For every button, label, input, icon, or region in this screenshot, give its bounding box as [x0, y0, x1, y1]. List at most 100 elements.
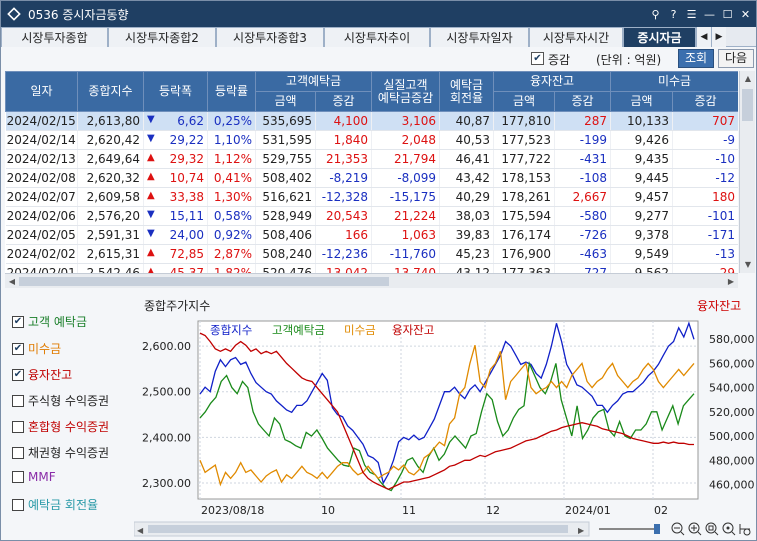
legend-item[interactable]: 예탁금 회전율: [12, 496, 98, 513]
table-row[interactable]: 2024/02/07 2,609,58 ▲ 33,38 1,30% 516,621 -12,…: [5, 187, 738, 207]
query-button[interactable]: 조회: [678, 49, 714, 68]
cell-real-deposit: -15,175: [371, 187, 441, 207]
table-row[interactable]: 2024/02/06 2,576,20 ▼ 15,11 0,58% 528,949 20,5…: [5, 206, 738, 226]
minimize-icon[interactable]: —: [704, 7, 715, 21]
help-icon[interactable]: ?: [670, 7, 677, 21]
col-header-deposit-delta[interactable]: 증감: [314, 91, 373, 112]
legend-label: 예탁금 회전율: [28, 498, 99, 512]
cell-index: 2,620,42: [77, 130, 144, 150]
x-tick-label: 2024/01: [565, 504, 611, 517]
table-row[interactable]: 2024/02/02 2,615,31 ▲ 72,85 2,87% 508,240 -12,…: [5, 244, 738, 264]
chart-scroll-right-icon[interactable]: ▶: [578, 526, 585, 535]
legend-checkbox[interactable]: ✔: [12, 315, 24, 328]
table-row[interactable]: 2024/02/05 2,591,31 ▼ 24,00 0,92% 508,406 166 1…: [5, 225, 738, 245]
cell-change: ▲ 10,74: [143, 168, 208, 188]
col-header-margin[interactable]: 융자잔고: [493, 71, 612, 92]
col-header-turnover[interactable]: 예탁금 회전율: [439, 71, 495, 112]
cell-change: ▼ 6,62: [143, 111, 208, 131]
col-header-margin-amount[interactable]: 금액: [493, 91, 556, 112]
hscroll-thumb[interactable]: [19, 277, 389, 286]
cell-turnover: 38,03: [439, 206, 495, 226]
table-row[interactable]: 2024/02/01 2,542,46 ▲ 45,37 1,82% 520,476 13,0…: [5, 263, 738, 273]
legend-item[interactable]: ✔ 융자잔고: [12, 366, 72, 383]
scroll-right-icon[interactable]: ▶: [727, 277, 735, 286]
close-icon[interactable]: ✕: [740, 7, 751, 21]
cell-receivable-delta: -171: [672, 225, 738, 245]
left-tick-label: 2,400.00: [142, 431, 191, 444]
change-checkbox[interactable]: ✔: [531, 52, 544, 65]
legend-item[interactable]: 채권형 수익증권: [12, 444, 109, 461]
col-header-deposit-amount[interactable]: 금액: [255, 91, 316, 112]
col-header-change[interactable]: 등락폭: [143, 71, 208, 112]
legend-item[interactable]: 혼합형 수익증권: [12, 418, 109, 435]
next-button[interactable]: 다음: [718, 49, 754, 68]
tab-market-summary-3[interactable]: 시장투자종합3: [216, 27, 324, 47]
col-header-date[interactable]: 일자: [5, 71, 78, 112]
chart-scroll-left-icon[interactable]: ◀: [137, 526, 144, 535]
tab-market-time[interactable]: 시장투자시간: [529, 27, 623, 47]
chart-tool-icon[interactable]: [739, 524, 751, 536]
grid-vertical-scrollbar[interactable]: ▲ ▼: [739, 71, 755, 273]
zoom-out-icon[interactable]: [671, 522, 685, 536]
legend-checkbox[interactable]: [12, 446, 24, 459]
legend-item[interactable]: 주식형 수익증권: [12, 392, 109, 409]
x-tick-label: 10: [321, 504, 335, 517]
fund-flow-chart[interactable]: 2,600.00 2,500.00 2,400.00 2,300.00 580,000 5…: [134, 316, 756, 521]
legend-checkbox[interactable]: ✔: [12, 368, 24, 381]
tab-scroll-left-icon[interactable]: ◀: [696, 27, 711, 47]
maximize-icon[interactable]: ☐: [722, 7, 733, 21]
left-tick-label: 2,600.00: [142, 340, 191, 353]
legend-item[interactable]: MMF: [12, 470, 56, 484]
up-triangle-icon: ▲: [147, 190, 155, 201]
table-row[interactable]: 2024/02/13 2,649,64 ▲ 29,32 1,12% 529,755 21,3…: [5, 149, 738, 169]
up-triangle-icon: ▲: [147, 171, 155, 182]
cell-rate: 0,25%: [207, 111, 256, 131]
cell-change: ▲ 33,38: [143, 187, 208, 207]
table-row[interactable]: 2024/02/14 2,620,42 ▼ 29,22 1,10% 531,595 1,84…: [5, 130, 738, 150]
col-header-receivable[interactable]: 미수금: [610, 71, 738, 92]
settings-icon[interactable]: ☰: [686, 7, 697, 21]
zoom-reset-icon[interactable]: [722, 522, 736, 536]
cell-rate: 0,92%: [207, 225, 256, 245]
zoom-fit-icon[interactable]: [705, 522, 719, 536]
pin-icon[interactable]: ⚲: [651, 7, 660, 21]
tab-market-summary-2[interactable]: 시장투자종합2: [108, 27, 216, 47]
scroll-thumb[interactable]: [742, 89, 753, 121]
cell-real-deposit: 2,048: [371, 130, 441, 150]
legend-item[interactable]: ✔ 고객 예탁금: [12, 313, 87, 330]
tab-market-trend[interactable]: 시장투자추이: [324, 27, 430, 47]
col-header-receivable-delta[interactable]: 증감: [672, 91, 738, 112]
col-header-rate[interactable]: 등락률: [207, 71, 256, 112]
col-header-margin-delta[interactable]: 증감: [554, 91, 612, 112]
tab-scroll-right-icon[interactable]: ▶: [711, 27, 726, 47]
col-header-real-deposit[interactable]: 실질고객 예탁금증감: [371, 71, 441, 112]
scroll-up-icon[interactable]: ▲: [744, 74, 752, 83]
zoom-in-icon[interactable]: [688, 522, 702, 536]
chart-legend-entry: 고객예탁금: [272, 323, 325, 337]
cell-index: 2,542,46: [77, 263, 144, 273]
table-row[interactable]: 2024/02/08 2,620,32 ▲ 10,74 0,41% 508,402 -8,2…: [5, 168, 738, 188]
legend-checkbox[interactable]: [12, 471, 24, 483]
col-header-deposit[interactable]: 고객예탁금: [254, 71, 373, 92]
legend-checkbox[interactable]: [12, 498, 24, 511]
col-header-receivable-amount[interactable]: 금액: [610, 91, 674, 112]
tab-market-date[interactable]: 시장투자일자: [430, 27, 529, 47]
grid-horizontal-scrollbar[interactable]: ◀ ▶: [5, 273, 738, 288]
legend-checkbox[interactable]: [12, 420, 24, 433]
cell-date: 2024/02/01: [5, 263, 78, 273]
tab-market-summary[interactable]: 시장투자종합: [1, 27, 108, 47]
scroll-left-icon[interactable]: ◀: [8, 277, 16, 286]
zoom-slider-handle[interactable]: [654, 524, 660, 534]
cell-receivable-amount: 9,378: [610, 225, 674, 245]
legend-checkbox[interactable]: [12, 394, 24, 407]
legend-checkbox[interactable]: ✔: [12, 342, 24, 355]
scroll-down-icon[interactable]: ▼: [744, 260, 752, 269]
chart-hscroll-thumb[interactable]: [148, 525, 568, 533]
legend-item[interactable]: ✔ 미수금: [12, 340, 61, 357]
data-grid: 일자 종합지수 등락폭 등락률 고객예탁금 실질고객 예탁금증감 예탁금 회전율 융…: [5, 71, 738, 273]
table-row[interactable]: 2024/02/15 2,613,80 ▼ 6,62 0,25% 535,695 4,100…: [5, 111, 738, 131]
series-line-1: [199, 321, 695, 485]
col-header-index[interactable]: 종합지수: [77, 71, 144, 112]
tab-stock-funds[interactable]: 증시자금: [623, 27, 696, 47]
cell-index: 2,649,64: [77, 149, 144, 169]
